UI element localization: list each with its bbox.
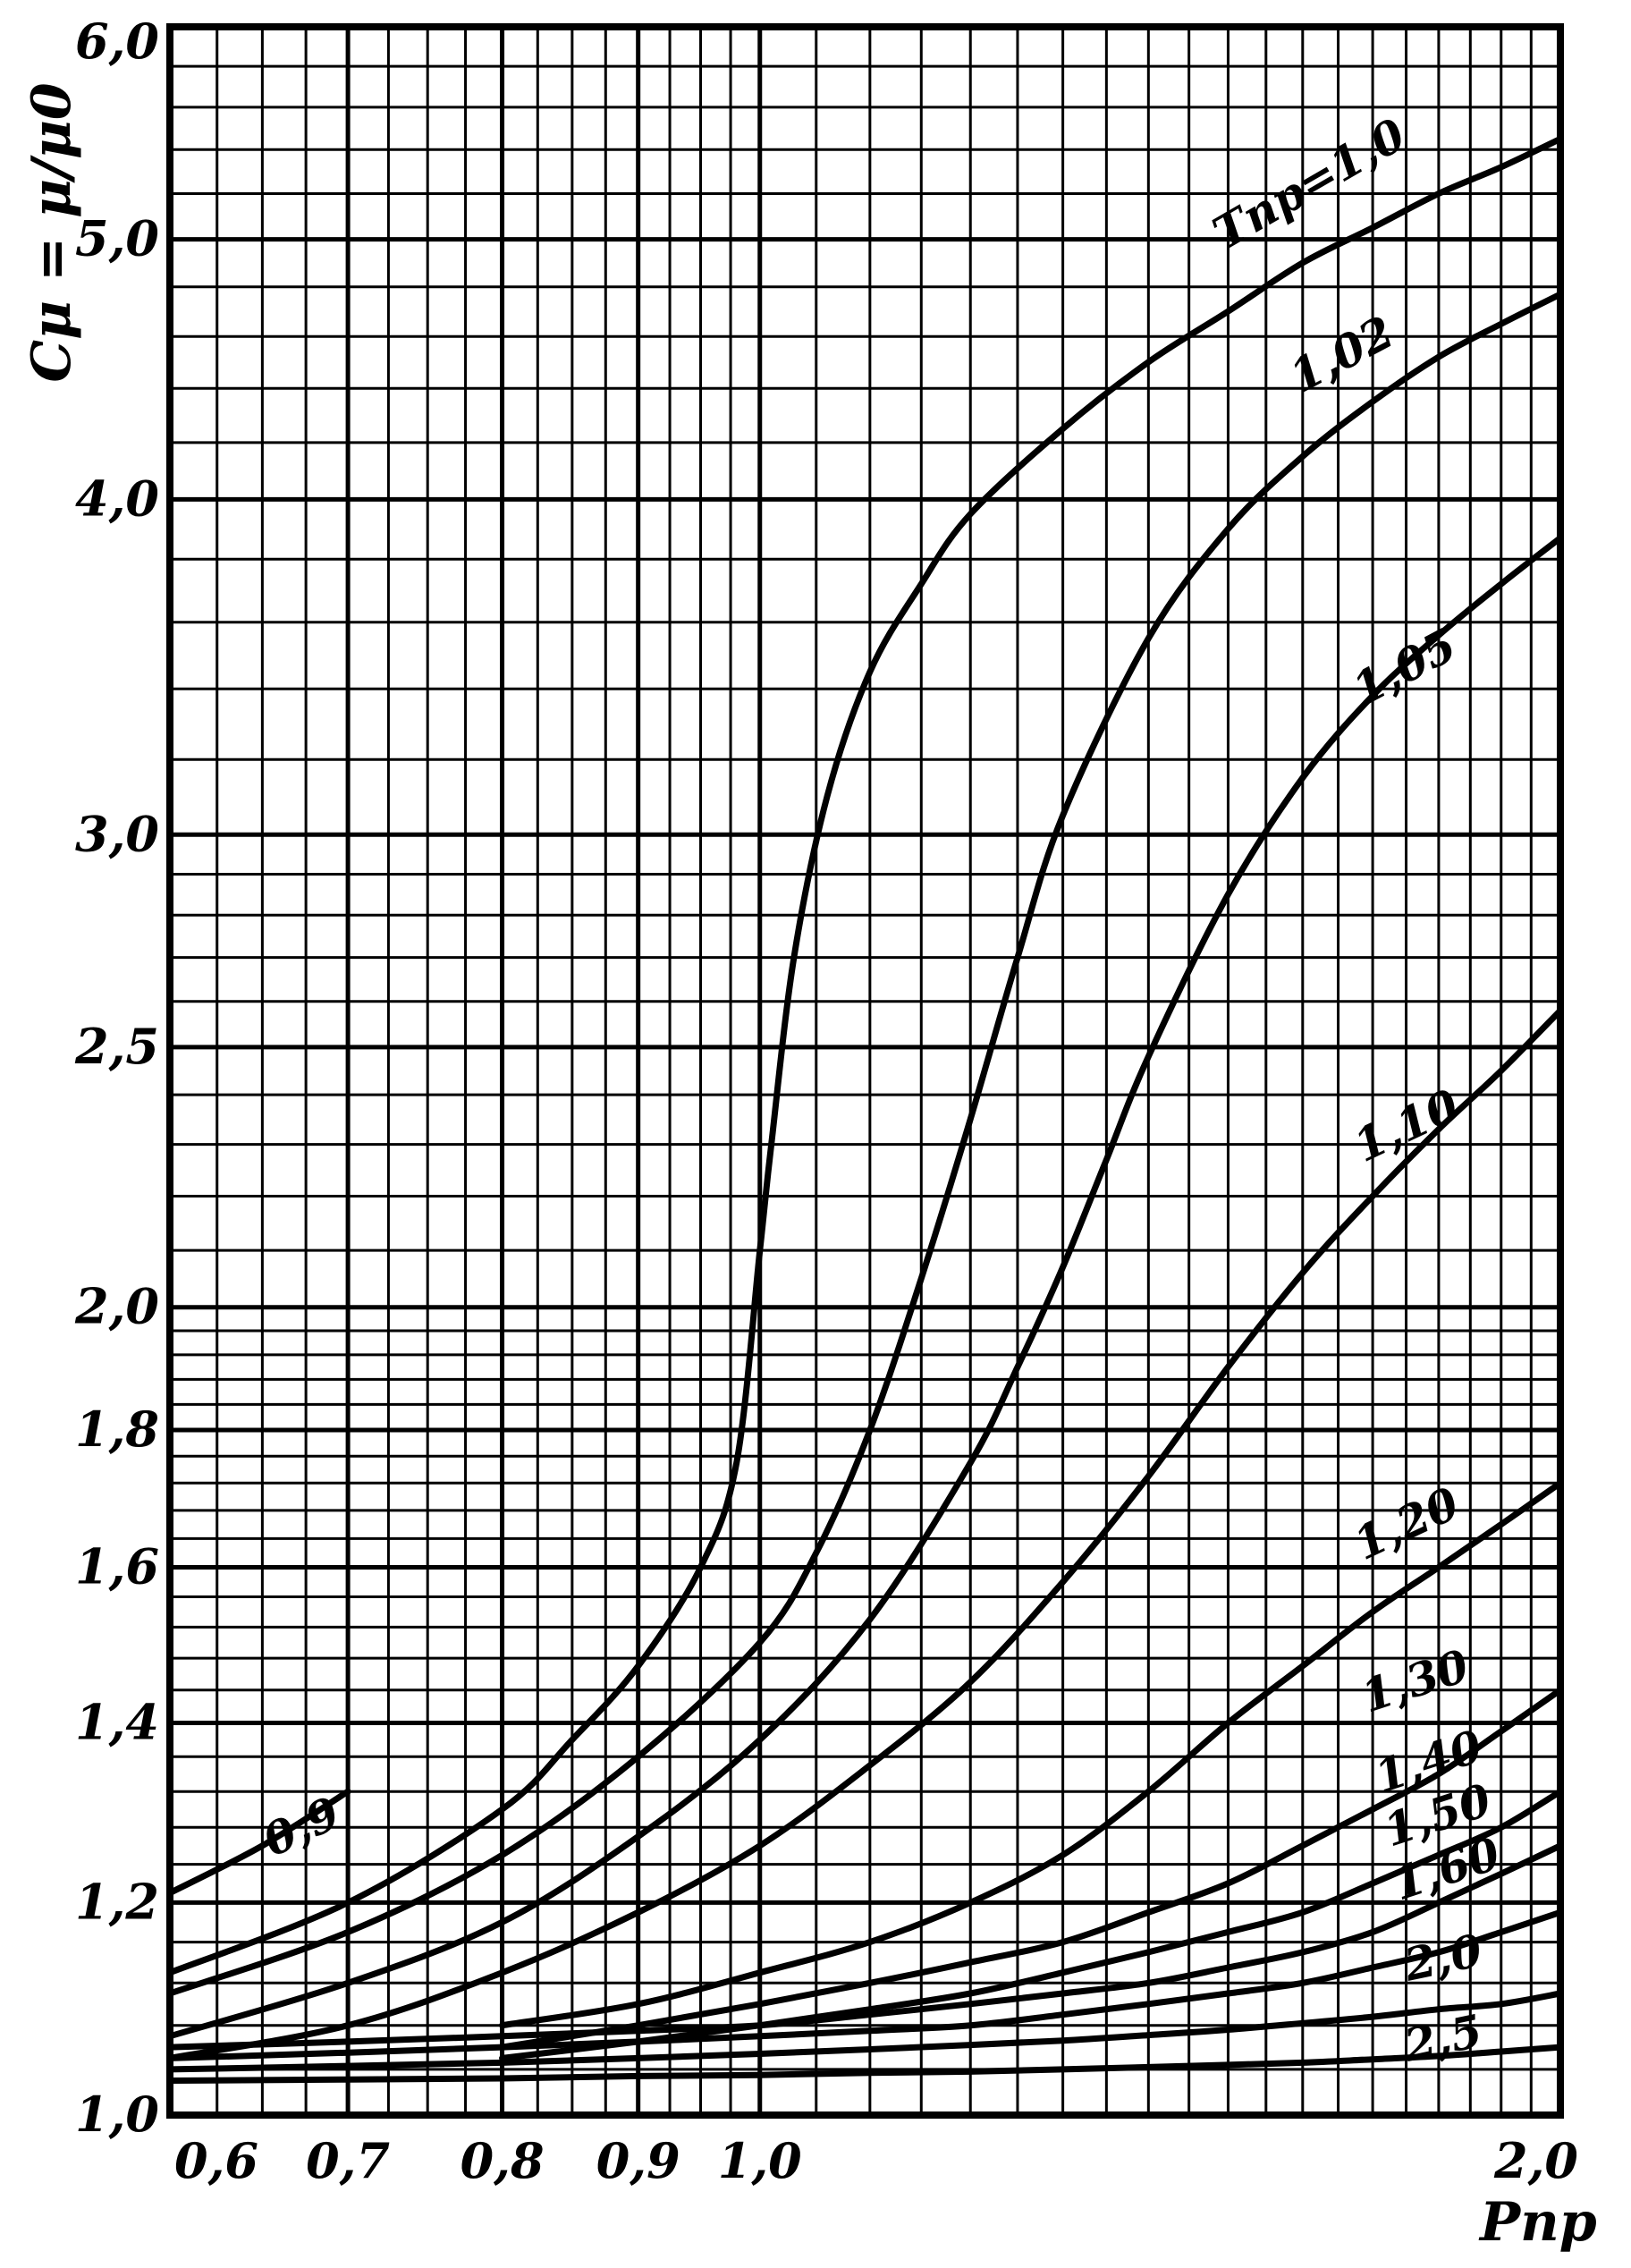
y-tick-label: 6,0	[75, 13, 159, 70]
y-tick-label: 2,0	[74, 1278, 159, 1335]
series-line	[166, 2044, 1564, 2084]
series-line	[166, 1990, 1564, 2073]
x-tick-label: 0,6	[174, 2132, 258, 2189]
y-tick-label: 1,6	[75, 1537, 159, 1595]
x-tick-labels: 0,6 0,7 0,8 0,9 1,0 2,0	[174, 2132, 1578, 2189]
x-tick-label: 1,0	[718, 2132, 802, 2189]
series-label: 2,0	[1399, 1924, 1487, 1992]
y-tick-label: 3,0	[75, 805, 159, 862]
series-line	[499, 1687, 1564, 2051]
x-tick-label: 0,8	[461, 2132, 545, 2189]
y-tick-labels: 1,0 1,2 1,4 1,6 1,8 2,0 2,5 3,0 4,0 5,0 6,0	[74, 13, 159, 2143]
y-axis-label: Cμ = μ/μ0	[21, 82, 83, 382]
series-label: Tпр=1,0	[1204, 107, 1415, 259]
series-line	[166, 135, 1564, 1976]
y-tick-label: 1,0	[75, 2086, 159, 2143]
plot-frame	[166, 23, 1564, 2119]
series-line	[166, 1908, 1564, 2061]
series-line	[166, 1007, 1564, 2061]
series-line	[166, 1788, 351, 1897]
y-tick-label: 2,5	[74, 1018, 159, 1075]
series-line	[166, 1842, 1564, 2051]
x-tick-label: 0,9	[596, 2132, 680, 2189]
series-line	[166, 535, 1564, 2040]
y-tick-label: 1,8	[75, 1401, 159, 1458]
y-tick-label: 5,0	[75, 210, 159, 267]
y-tick-label: 4,0	[75, 470, 159, 527]
y-tick-label: 1,4	[75, 1694, 159, 1751]
series-label: 1,05	[1344, 618, 1465, 715]
x-axis-label: Pпр	[1478, 2191, 1597, 2254]
x-tick-label: 0,7	[306, 2132, 390, 2189]
x-tick-label: 2,0	[1493, 2132, 1578, 2189]
y-tick-label: 1,2	[75, 1873, 159, 1930]
curves	[166, 135, 1564, 2084]
plot-border	[166, 23, 1564, 2119]
series-line	[499, 1479, 1564, 2029]
curve-labels: 0,9Tпр=1,01,021,051,101,201,301,401,501,…	[255, 107, 1507, 2071]
series-line	[166, 291, 1564, 1997]
